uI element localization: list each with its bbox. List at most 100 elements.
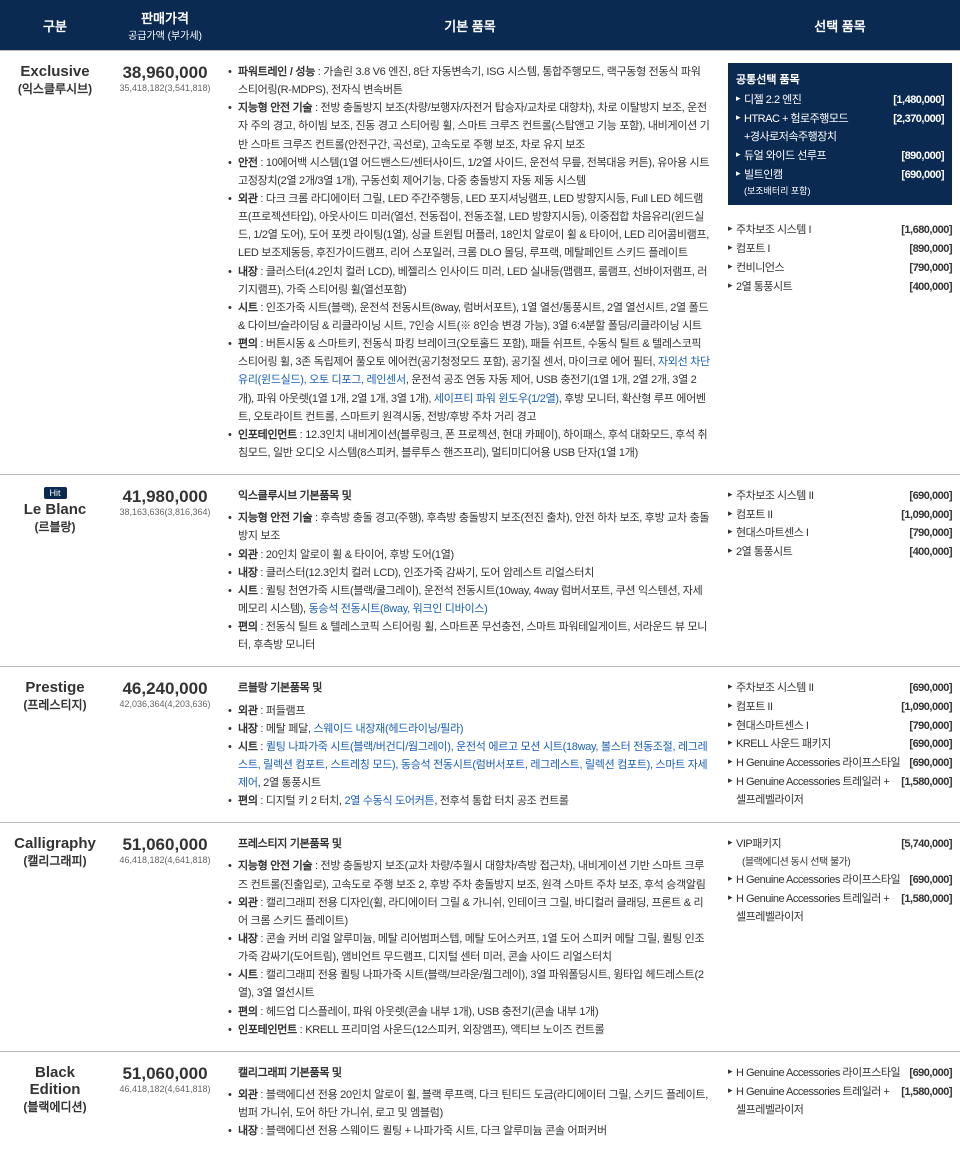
- option-item: 2열 통풍시트[400,000]: [728, 543, 952, 562]
- spec-item: 내장 : 블랙에디션 전용 스웨이드 퀼팅 + 나파가죽 시트, 다크 알루미늄…: [228, 1122, 712, 1140]
- option-item: 주차보조 시스템 I[1,680,000]: [728, 221, 952, 240]
- option-item: 컴포트 I[890,000]: [728, 240, 952, 259]
- option-cell: H Genuine Accessories 라이프스타일[690,000]H G…: [720, 1051, 960, 1152]
- spec-item: 파워트레인 / 성능 : 가솔린 3.8 V6 엔진, 8단 자동변속기, IS…: [228, 63, 712, 99]
- common-option-item: HTRAC + 험로주행모드+경사로저속주행장치[2,370,000]: [736, 110, 944, 147]
- header-price: 판매가격 공급가액 (부가세): [110, 0, 220, 51]
- basic-spec-cell: 르블랑 기본품목 및외관 : 퍼들램프내장 : 메탈 페달, 스웨이드 내장재(…: [220, 667, 720, 823]
- basic-spec-cell: 익스클루시브 기본품목 및지능형 안전 기술 : 후측방 충돌 경고(주행), …: [220, 475, 720, 667]
- header-option: 선택 품목: [720, 0, 960, 51]
- common-option-item: 듀얼 와이드 선루프[890,000]: [736, 147, 944, 166]
- spec-item: 프레스티지 기본품목 및: [228, 835, 712, 853]
- trim-name-cell: Prestige(프레스티지): [0, 667, 110, 823]
- spec-item: 편의 : 버튼시동 & 스마트키, 전동식 파킹 브레이크(오토홀드 포함), …: [228, 335, 712, 426]
- trim-row: Exclusive(익스클루시브)38,960,00035,418,182(3,…: [0, 51, 960, 475]
- option-item: 2열 통풍시트[400,000]: [728, 278, 952, 297]
- trim-name-en: Prestige: [8, 679, 102, 696]
- spec-item: 시트 : 인조가죽 시트(블랙), 운전석 전동시트(8way, 럼버서포트),…: [228, 299, 712, 335]
- price-main: 51,060,000: [118, 835, 212, 855]
- trim-name-ko: (익스클루시브): [8, 80, 102, 97]
- spec-item: 인포테인먼트 : KRELL 프리미엄 사운드(12스피커, 외장앰프), 액티…: [228, 1021, 712, 1039]
- common-option-note: (보조배터리 포함): [736, 184, 944, 197]
- price-sub: 35,418,182(3,541,818): [118, 83, 212, 93]
- trim-name-en: Exclusive: [8, 63, 102, 80]
- spec-item: 편의 : 디지털 키 2 터치, 2열 수동식 도어커튼, 전후석 통합 터치 …: [228, 792, 712, 810]
- header-basic: 기본 품목: [220, 0, 720, 51]
- common-options-title: 공통선택 품목: [736, 71, 944, 87]
- spec-item: 안전 : 10에어백 시스템(1열 어드밴스드/센터사이드, 1/2열 사이드,…: [228, 154, 712, 190]
- trim-row: Hit Le Blanc(르블랑) 41,980,00038,163,636(3,8…: [0, 475, 960, 667]
- option-item: 현대스마트센스 I[790,000]: [728, 717, 952, 736]
- spec-item: 인포테인먼트 : 12.3인치 내비게이션(블루링크, 폰 프로젝션, 현대 카…: [228, 426, 712, 462]
- spec-item: 시트 : 퀼팅 천연가죽 시트(블랙/쿨그레이), 운전석 전동시트(10way…: [228, 582, 712, 618]
- header-trim: 구분: [0, 0, 110, 51]
- option-subnote: (블랙에디션 동시 선택 불가): [728, 854, 952, 871]
- spec-item: 시트 : 퀼팅 나파가죽 시트(블랙/버건디/웜그레이), 운전석 에르고 모션…: [228, 738, 712, 792]
- common-option-item: 빌트인캠[690,000]: [736, 166, 944, 185]
- spec-item: 내장 : 콘솔 커버 리얼 알루미늄, 메탈 리어범퍼스텝, 메탈 도어스커프,…: [228, 930, 712, 966]
- trim-name-en: Le Blanc: [8, 501, 102, 518]
- option-cell: 주차보조 시스템 II[690,000]컴포트 II[1,090,000]현대스…: [720, 667, 960, 823]
- spec-item: 캘리그래피 기본품목 및: [228, 1064, 712, 1082]
- option-item: H Genuine Accessories 라이프스타일[690,000]: [728, 754, 952, 773]
- common-option-item: 디젤 2.2 엔진[1,480,000]: [736, 91, 944, 110]
- spec-item: 내장 : 클러스터(12.3인치 컬러 LCD), 인조가죽 감싸기, 도어 암…: [228, 564, 712, 582]
- trim-row: Black Edition(블랙에디션) 51,060,00046,418,182…: [0, 1051, 960, 1152]
- spec-item: 외관 : 블랙에디션 전용 20인치 알로이 휠, 블랙 루프랙, 다크 틴티드…: [228, 1086, 712, 1122]
- spec-item: 외관 : 다크 크롬 라디에이터 그릴, LED 주간주행등, LED 포지셔닝…: [228, 190, 712, 263]
- spec-item: 편의 : 헤드업 디스플레이, 파워 아웃렛(콘솔 내부 1개), USB 충전…: [228, 1003, 712, 1021]
- price-sub: 46,418,182(4,641,818): [118, 855, 212, 865]
- spec-item: 내장 : 메탈 페달, 스웨이드 내장재(헤드라이닝/필라): [228, 720, 712, 738]
- price-cell: 41,980,00038,163,636(3,816,364): [110, 475, 220, 667]
- option-item: 주차보조 시스템 II[690,000]: [728, 679, 952, 698]
- option-cell: VIP패키지[5,740,000](블랙에디션 동시 선택 불가)H Genui…: [720, 823, 960, 1052]
- price-cell: 38,960,00035,418,182(3,541,818): [110, 51, 220, 475]
- spec-item: 르블랑 기본품목 및: [228, 679, 712, 697]
- option-item: H Genuine Accessories 라이프스타일[690,000]: [728, 871, 952, 890]
- price-sub: 46,418,182(4,641,818): [118, 1084, 212, 1094]
- trim-name-en: Calligraphy: [8, 835, 102, 852]
- option-cell: 공통선택 품목디젤 2.2 엔진[1,480,000]HTRAC + 험로주행모…: [720, 51, 960, 475]
- spec-item: 지능형 안전 기술 : 후측방 충돌 경고(주행), 후측방 충돌방지 보조(전…: [228, 509, 712, 545]
- trim-name-cell: Calligraphy(캘리그래피): [0, 823, 110, 1052]
- spec-item: 시트 : 캘리그래피 전용 퀼팅 나파가죽 시트(블랙/브라운/웜그레이), 3…: [228, 966, 712, 1002]
- trim-name-ko: (프레스티지): [8, 696, 102, 713]
- option-item: 컨비니언스[790,000]: [728, 259, 952, 278]
- basic-spec-cell: 파워트레인 / 성능 : 가솔린 3.8 V6 엔진, 8단 자동변속기, IS…: [220, 51, 720, 475]
- basic-spec-cell: 캘리그래피 기본품목 및외관 : 블랙에디션 전용 20인치 알로이 휠, 블랙…: [220, 1051, 720, 1152]
- trim-name-cell: Exclusive(익스클루시브): [0, 51, 110, 475]
- price-main: 41,980,000: [118, 487, 212, 507]
- basic-spec-cell: 프레스티지 기본품목 및지능형 안전 기술 : 전방 충돌방지 보조(교차 차량…: [220, 823, 720, 1052]
- spec-item: 편의 : 전동식 틸트 & 텔레스코픽 스티어링 휠, 스마트폰 무선충전, 스…: [228, 618, 712, 654]
- trim-name-en: Black Edition: [8, 1064, 102, 1098]
- option-item: 현대스마트센스 I[790,000]: [728, 524, 952, 543]
- price-cell: 46,240,00042,036,364(4,203,636): [110, 667, 220, 823]
- spec-item: 외관 : 퍼들램프: [228, 702, 712, 720]
- table-header: 구분 판매가격 공급가액 (부가세) 기본 품목 선택 품목: [0, 0, 960, 51]
- option-item: H Genuine Accessories 라이프스타일[690,000]: [728, 1064, 952, 1083]
- option-item: H Genuine Accessories 트레일러 + 셀프레벨라이저[1,5…: [728, 890, 952, 927]
- price-main: 38,960,000: [118, 63, 212, 83]
- spec-item: 익스클루시브 기본품목 및: [228, 487, 712, 505]
- trim-row: Prestige(프레스티지)46,240,00042,036,364(4,20…: [0, 667, 960, 823]
- trim-name-cell: Hit Le Blanc(르블랑): [0, 475, 110, 667]
- hit-badge: Hit: [44, 487, 67, 499]
- option-item: VIP패키지[5,740,000]: [728, 835, 952, 854]
- option-item: H Genuine Accessories 트레일러 + 셀프레벨라이저[1,5…: [728, 1083, 952, 1120]
- price-main: 46,240,000: [118, 679, 212, 699]
- price-cell: 51,060,00046,418,182(4,641,818): [110, 823, 220, 1052]
- price-main: 51,060,000: [118, 1064, 212, 1084]
- price-sub: 38,163,636(3,816,364): [118, 507, 212, 517]
- option-item: KRELL 사운드 패키지[690,000]: [728, 735, 952, 754]
- option-item: H Genuine Accessories 트레일러 + 셀프레벨라이저[1,5…: [728, 773, 952, 810]
- trim-name-ko: (블랙에디션): [8, 1098, 102, 1115]
- pricing-table: 구분 판매가격 공급가액 (부가세) 기본 품목 선택 품목 Exclusive…: [0, 0, 960, 1152]
- spec-item: 지능형 안전 기술 : 전방 충돌방지 보조(교차 차량/추월시 대향차/측방 …: [228, 857, 712, 893]
- spec-item: 내장 : 클러스터(4.2인치 컬러 LCD), 베젤리스 인사이드 미러, L…: [228, 263, 712, 299]
- trim-name-ko: (르블랑): [8, 518, 102, 535]
- spec-item: 외관 : 캘리그래피 전용 디자인(휠, 라디에이터 그릴 & 가니쉬, 인테이…: [228, 894, 712, 930]
- spec-item: 지능형 안전 기술 : 전방 충돌방지 보조(차량/보행자/자전거 탑승자/교차…: [228, 99, 712, 153]
- common-options-box: 공통선택 품목디젤 2.2 엔진[1,480,000]HTRAC + 험로주행모…: [728, 63, 952, 205]
- price-sub: 42,036,364(4,203,636): [118, 699, 212, 709]
- option-cell: 주차보조 시스템 II[690,000]컴포트 II[1,090,000]현대스…: [720, 475, 960, 667]
